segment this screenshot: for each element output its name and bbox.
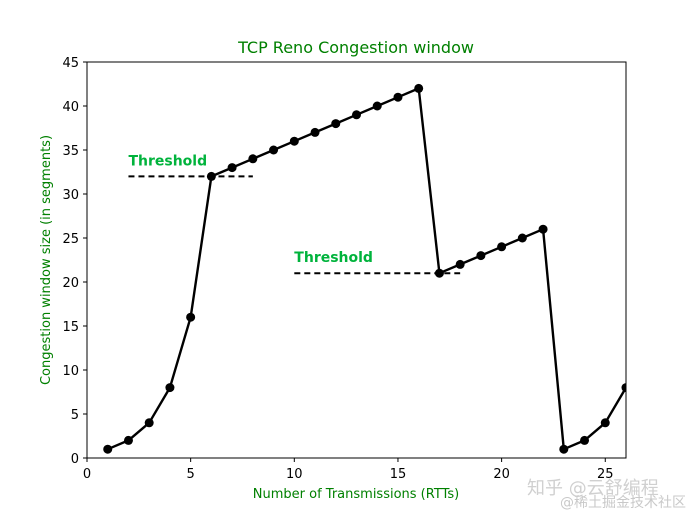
- data-point: [165, 383, 175, 393]
- threshold-label: Threshold: [128, 153, 207, 169]
- data-point: [248, 154, 258, 164]
- data-point: [393, 92, 403, 102]
- chart-title: TCP Reno Congestion window: [237, 38, 474, 57]
- y-tick-label: 20: [62, 276, 79, 291]
- watermark-line1: 知乎 @云舒编程: [527, 478, 659, 499]
- plot-frame: [86, 61, 627, 459]
- threshold-label: Threshold: [294, 250, 373, 266]
- data-point: [497, 242, 507, 252]
- data-point: [123, 435, 133, 445]
- data-point: [103, 444, 113, 454]
- data-point: [455, 259, 465, 269]
- y-tick-label: 35: [62, 144, 79, 159]
- data-point: [538, 224, 548, 234]
- y-axis-label: Congestion window size (in segments): [39, 135, 54, 385]
- data-point: [600, 418, 610, 428]
- data-point: [372, 101, 382, 111]
- y-tick-label: 40: [62, 100, 79, 115]
- data-point: [476, 251, 486, 261]
- x-tick-label: 25: [597, 467, 614, 482]
- x-tick-label: 0: [83, 467, 91, 482]
- x-tick-label: 5: [187, 467, 195, 482]
- data-point: [580, 435, 590, 445]
- y-tick-label: 10: [62, 364, 79, 379]
- watermark-line2: @稀土掘金技术社区: [560, 495, 686, 511]
- data-point: [227, 163, 237, 173]
- data-point: [186, 312, 196, 322]
- y-tick-label: 5: [71, 408, 79, 423]
- y-tick-label: 0: [71, 452, 79, 467]
- y-tick-label: 15: [62, 320, 79, 335]
- series-line: [107, 87, 626, 451]
- data-point: [206, 171, 216, 181]
- data-point: [310, 127, 320, 137]
- x-tick-label: 10: [286, 467, 303, 482]
- x-axis-label: Number of Transmissions (RTTs): [253, 487, 459, 502]
- y-tick-label: 30: [62, 188, 79, 203]
- plot-area: 0 5 10 15 20 25 0 5 10 15 20 25 30 35 40 45 Threshold Thr…: [62, 56, 627, 482]
- data-point: [414, 83, 424, 93]
- x-tick-label: 15: [390, 467, 407, 482]
- data-point: [289, 136, 299, 146]
- data-point: [434, 268, 444, 278]
- data-point: [559, 444, 569, 454]
- data-point: [269, 145, 279, 155]
- data-point: [352, 110, 361, 120]
- data-point: [621, 383, 626, 393]
- y-tick-label: 45: [62, 56, 79, 71]
- data-point: [517, 233, 527, 243]
- watermark: 知乎 @云舒编程 @稀土掘金技术社区: [527, 478, 686, 511]
- data-point: [144, 418, 154, 428]
- data-point: [331, 119, 341, 129]
- x-tick-label: 20: [493, 467, 510, 482]
- y-tick-label: 25: [62, 232, 79, 247]
